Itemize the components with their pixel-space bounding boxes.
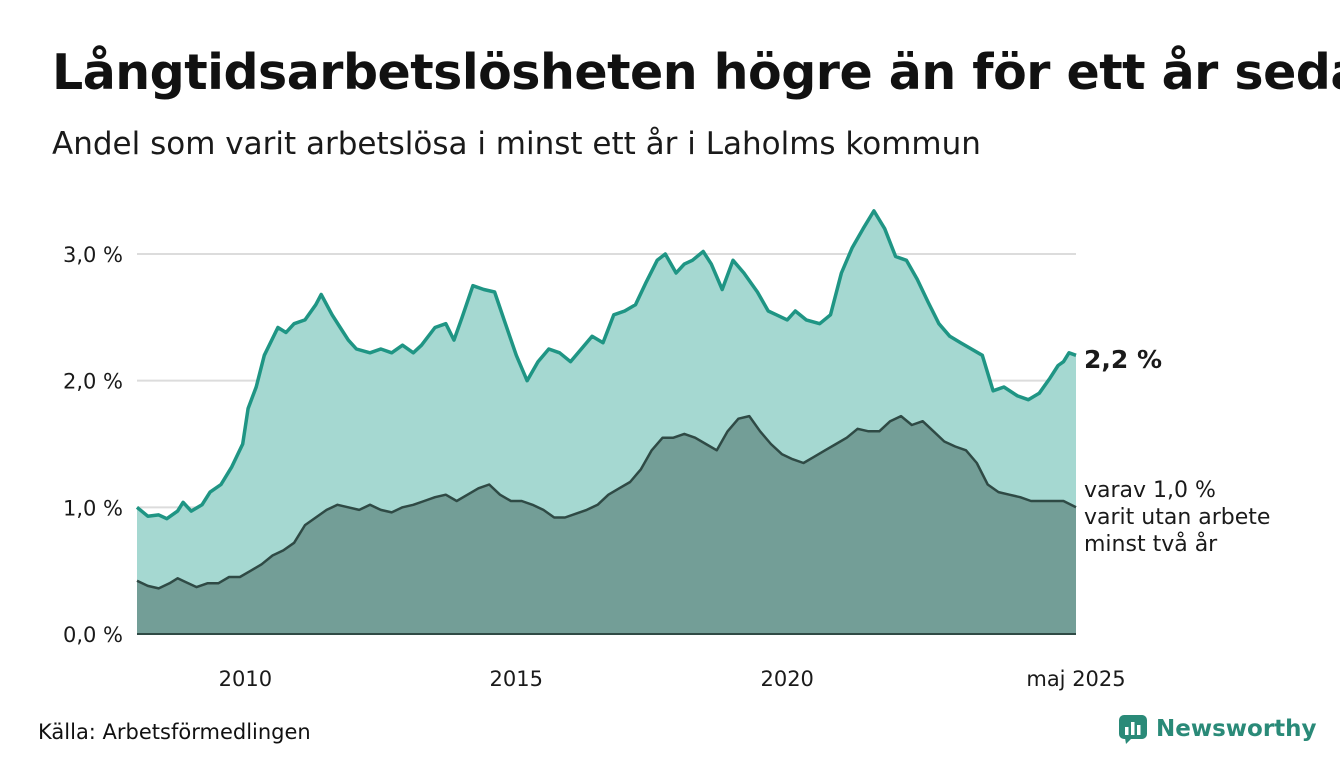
end-label-two-years: minst två år [1084, 531, 1218, 557]
x-axis: 2010 2015 2020 maj 2025 [219, 667, 1126, 691]
chart-area: 0,0 % 1,0 % 2,0 % 3,0 % 2010 2015 2020 maj 202… [63, 209, 1270, 691]
x-tick-label: maj 2025 [1026, 667, 1125, 691]
chart-title: Långtidsarbetslösheten högre än för ett … [52, 44, 1340, 101]
series-areas [135, 209, 1077, 635]
end-label-two-years: varit utan arbete [1084, 505, 1270, 530]
x-tick-label: 2010 [219, 667, 272, 691]
line-minst-tva-ar [136, 414, 1077, 590]
x-tick-label: 2020 [760, 667, 813, 691]
area-minst-tva-ar [137, 416, 1076, 634]
y-tick-label: 1,0 % [63, 496, 123, 520]
y-tick-label: 2,0 % [63, 370, 123, 394]
end-label-two-years: varav 1,0 % [1084, 478, 1216, 503]
line-minst-ett-ar [135, 209, 1077, 521]
y-axis: 0,0 % 1,0 % 2,0 % 3,0 % [63, 243, 123, 647]
newsworthy-logo-icon [1119, 715, 1147, 744]
brand[interactable]: Newsworthy [1118, 714, 1317, 744]
end-label-total: 2,2 % [1084, 345, 1162, 374]
source-note: Källa: Arbetsförmedlingen [38, 720, 311, 744]
x-tick-label: 2015 [490, 667, 543, 691]
brand-name: Newsworthy [1156, 716, 1317, 742]
chart-subtitle: Andel som varit arbetslösa i minst ett å… [52, 126, 981, 162]
y-tick-label: 3,0 % [63, 243, 123, 267]
y-tick-label: 0,0 % [63, 623, 123, 647]
